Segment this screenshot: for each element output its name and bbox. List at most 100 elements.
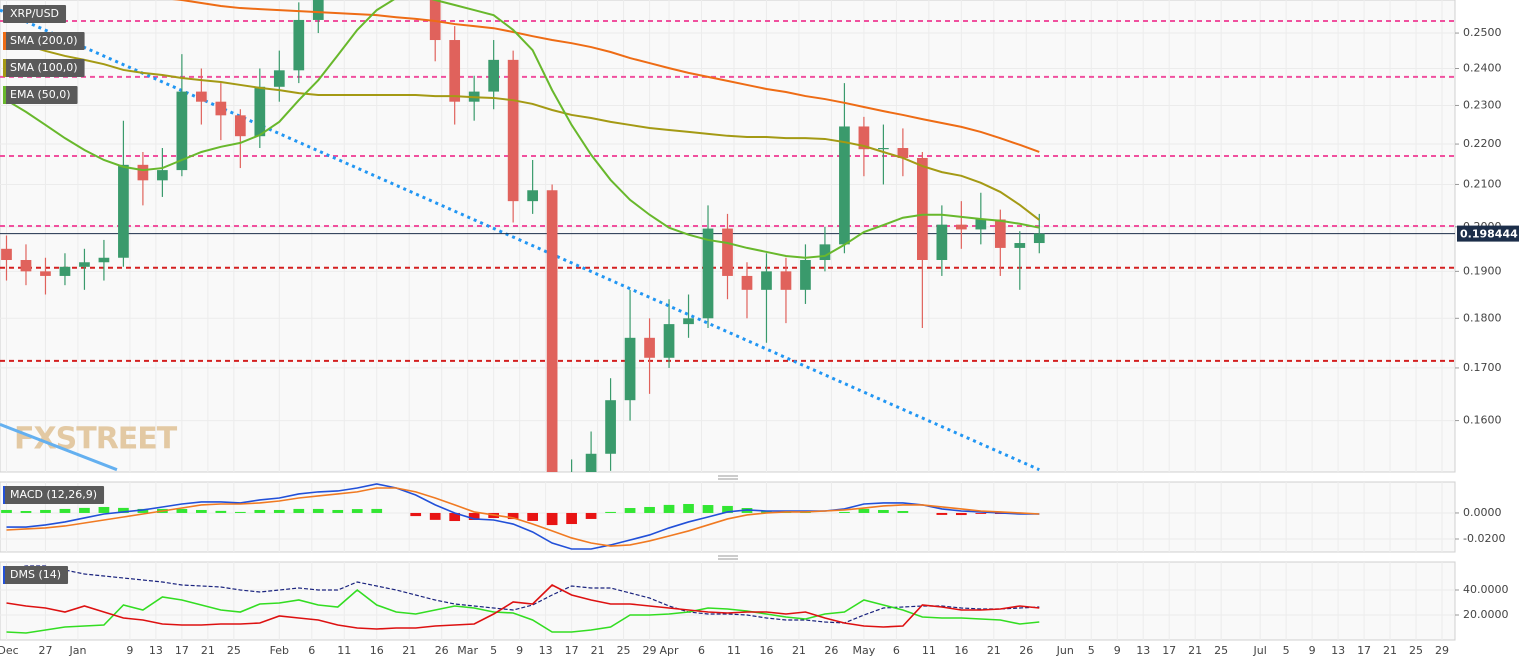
candle-body [157, 170, 168, 181]
candle-body [449, 40, 461, 102]
histogram-bar [332, 509, 344, 513]
x-tick-label: 11 [922, 644, 936, 657]
histogram-bar [702, 505, 714, 513]
candle-body [780, 271, 792, 290]
histogram-bar [371, 508, 383, 513]
x-tick-label: May [853, 644, 876, 657]
x-tick-label: 16 [954, 644, 968, 657]
x-tick-label: 21 [1188, 644, 1202, 657]
macd-plot [0, 482, 1455, 552]
histogram-bar [761, 511, 772, 513]
histogram-bar [566, 512, 577, 525]
candle-body [878, 148, 889, 150]
x-tick-label: 25 [227, 644, 241, 657]
x-tick-label: 9 [1309, 644, 1316, 657]
candle-body [722, 228, 733, 276]
x-tick-label: 6 [308, 644, 315, 657]
y-tick-label: 0.1900 [1463, 264, 1502, 277]
histogram-bar [196, 509, 207, 513]
indicator-title: MACD (12,26,9) [10, 488, 97, 501]
y-tick-label: 0.1700 [1463, 361, 1502, 374]
histogram-bar [527, 512, 538, 521]
x-tick-label: 16 [759, 644, 773, 657]
x-tick-label: 21 [201, 644, 215, 657]
histogram-bar [1, 509, 12, 513]
y-tick-label: 0.2100 [1463, 177, 1502, 190]
histogram-bar [897, 511, 909, 513]
candle-body [488, 59, 500, 92]
x-tick-label: 21 [402, 644, 416, 657]
indicator-line [6, 487, 1040, 547]
histogram-bar [429, 512, 441, 520]
histogram-bar [79, 507, 90, 513]
x-tick-label: 13 [1331, 644, 1345, 657]
histogram-bar [176, 508, 188, 513]
histogram-bar [605, 511, 616, 513]
histogram-bar [234, 511, 246, 513]
histogram-bar [507, 512, 519, 520]
indicator-line [6, 565, 1040, 624]
histogram-bar [273, 509, 285, 513]
x-tick-label: 26 [1019, 644, 1033, 657]
indicator-legend-box [3, 566, 69, 584]
x-tick-label: Jun [1056, 644, 1074, 657]
x-tick-label: 6 [698, 644, 705, 657]
dms-panel [0, 561, 1456, 641]
panel-handle[interactable] [718, 475, 738, 480]
y-tick-label: 0.2300 [1463, 98, 1502, 111]
legend-swatch [3, 32, 6, 50]
y-tick-label: 0.1600 [1463, 414, 1502, 427]
y-tick-label: -0.0200 [1463, 532, 1505, 545]
x-tick-label: 25 [1214, 644, 1228, 657]
candle-body [897, 148, 909, 158]
trendline [0, 422, 118, 472]
y-tick-label: 0.0000 [1463, 506, 1502, 519]
candle-body [741, 275, 753, 290]
candle-body [624, 337, 636, 401]
candle-body [293, 19, 305, 71]
candle-body [312, 0, 324, 20]
histogram-bar [936, 512, 948, 515]
candle-body [605, 400, 616, 454]
last-price-marker [1457, 225, 1519, 242]
histogram-bar [59, 508, 71, 513]
y-tick-label: 0.2200 [1463, 137, 1502, 150]
x-tick-label: Dec [0, 644, 19, 657]
candle-body [800, 260, 811, 290]
legend-box [3, 5, 67, 23]
legend-box [3, 32, 85, 50]
legend-swatch [3, 59, 6, 77]
histogram-bar [351, 509, 363, 513]
histogram-bar [683, 503, 694, 513]
x-tick-label: 13 [1136, 644, 1150, 657]
histogram-bar [449, 512, 461, 522]
panel-handle[interactable] [718, 555, 738, 560]
candle-body [137, 164, 149, 181]
x-tick-label: 17 [1357, 644, 1371, 657]
moving-average [172, 0, 1040, 153]
histogram-bar [293, 508, 305, 513]
legend-box [3, 86, 78, 104]
candle-body [98, 257, 110, 263]
candle-body [59, 266, 71, 276]
x-tick-label: 26 [824, 644, 838, 657]
indicator-title: DMS (14) [10, 568, 61, 581]
candle-body [273, 70, 285, 87]
x-tick-label: 17 [565, 644, 579, 657]
candle-body [118, 164, 129, 258]
candle-body [215, 101, 227, 116]
x-tick-label: Apr [660, 644, 680, 657]
indicator-legend-box [3, 486, 105, 504]
candle-body [176, 91, 188, 171]
x-tick-label: 17 [1162, 644, 1176, 657]
histogram-bar [468, 512, 480, 520]
histogram-bar [644, 506, 655, 513]
candle-body [683, 318, 694, 325]
y-tick-label: 20.0000 [1463, 608, 1509, 621]
y-tick-label: 0.1800 [1463, 311, 1502, 324]
y-tick-label: 0.2400 [1463, 62, 1502, 75]
x-tick-label: Feb [270, 644, 289, 657]
histogram-bar [118, 507, 129, 513]
candle-body [1014, 243, 1026, 248]
